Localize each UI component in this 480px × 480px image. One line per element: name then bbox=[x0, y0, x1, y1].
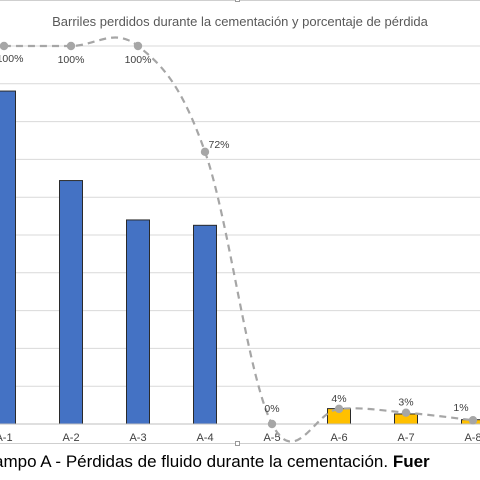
percentage-line bbox=[4, 36, 474, 443]
percentage-data-label: 100% bbox=[125, 54, 152, 66]
percentage-point-a-3[interactable] bbox=[133, 41, 143, 51]
percentage-point-a-2[interactable] bbox=[66, 41, 76, 51]
percentage-point-a-4[interactable] bbox=[200, 147, 210, 157]
percentage-data-label: 4% bbox=[331, 393, 346, 405]
x-tick-label: A-6 bbox=[330, 432, 347, 444]
chart-title: Barriles perdidos durante la cementación… bbox=[52, 14, 428, 29]
bar-a-4[interactable] bbox=[193, 224, 217, 425]
bar-a-1[interactable] bbox=[0, 90, 16, 425]
bar-a-2[interactable] bbox=[59, 180, 83, 425]
percentage-point-a-1[interactable] bbox=[0, 41, 9, 51]
selection-handle-top[interactable] bbox=[235, 0, 240, 2]
bar-series bbox=[0, 90, 480, 425]
x-tick-label: A-8 bbox=[464, 432, 480, 444]
percentage-data-label: 3% bbox=[398, 397, 413, 409]
x-tick-label: A-7 bbox=[397, 432, 414, 444]
percentage-data-label: 0% bbox=[264, 403, 279, 415]
percentage-line-path[interactable] bbox=[4, 36, 474, 443]
percentage-point-a-8[interactable] bbox=[468, 416, 478, 425]
percentage-point-a-6[interactable] bbox=[334, 404, 344, 414]
x-tick-label: A-1 bbox=[0, 432, 13, 444]
caption-bold-text: Fuer bbox=[392, 452, 430, 471]
percentage-point-a-5[interactable] bbox=[267, 419, 277, 429]
percentage-points bbox=[0, 41, 478, 429]
x-tick-label: A-3 bbox=[129, 432, 146, 444]
bar-a-3[interactable] bbox=[126, 219, 150, 425]
percentage-data-label: 100% bbox=[0, 53, 23, 65]
figure-caption: ampo A - Pérdidas de fluido durante la c… bbox=[0, 452, 430, 472]
percentage-labels: 100% 100% 100% 72% 0% 4% 3% 1% bbox=[0, 53, 469, 415]
x-tick-label: A-2 bbox=[62, 432, 79, 444]
caption-text: ampo A - Pérdidas de fluido durante la c… bbox=[0, 452, 389, 471]
percentage-point-a-7[interactable] bbox=[401, 408, 411, 417]
x-tick-labels: A-1 A-2 A-3 A-4 A-5 A-6 A-7 A-8 bbox=[0, 432, 480, 444]
selection-handle-bottom[interactable] bbox=[235, 441, 240, 446]
x-tick-label: A-4 bbox=[196, 432, 213, 444]
chart-plot: A-1 A-2 A-3 A-4 A-5 A-6 A-7 A-8 100% 100% 100% 72%… bbox=[0, 36, 480, 444]
x-tick-label: A-5 bbox=[263, 432, 280, 444]
percentage-data-label: 1% bbox=[453, 402, 468, 414]
percentage-data-label: 72% bbox=[208, 139, 229, 151]
percentage-data-label: 100% bbox=[58, 54, 85, 66]
